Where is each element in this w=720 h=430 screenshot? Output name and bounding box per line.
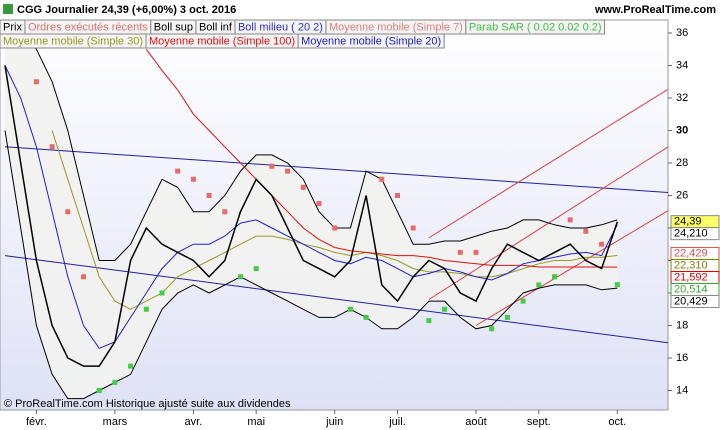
- sar-dot: [332, 225, 338, 231]
- sar-dot: [442, 306, 448, 312]
- x-tick-label: août: [465, 416, 486, 428]
- y-tick-label: 28: [676, 157, 688, 169]
- band-fill: [5, 33, 618, 399]
- sar-dot: [96, 388, 102, 393]
- sar-dot: [583, 228, 589, 234]
- sar-dot: [363, 314, 369, 320]
- legend-label: Boll sup: [154, 21, 193, 33]
- price-tag-label: 22,429: [674, 247, 708, 259]
- sar-dot: [112, 379, 118, 385]
- legend-label: Boll inf: [199, 21, 233, 33]
- price-tag-label: 22,310: [674, 259, 708, 271]
- sar-dot: [426, 318, 432, 324]
- x-tick-label: mai: [247, 416, 265, 428]
- sar-dot: [552, 274, 557, 280]
- sar-dot: [379, 176, 385, 182]
- sar-dot: [128, 363, 134, 369]
- sar-dot: [175, 168, 181, 174]
- price-tag-label: 24,39: [674, 216, 702, 228]
- chart-title: CGG Journalier 24,39 (+6,00%) 3 oct. 201…: [17, 4, 236, 16]
- sar-dot: [143, 306, 149, 312]
- sar-dot: [65, 209, 71, 215]
- sar-dot: [222, 209, 228, 215]
- footer: © ProRealTime.com Historique ajusté suit…: [4, 398, 291, 410]
- sar-dot: [410, 225, 416, 231]
- overlay: Prix Ordres exécutés récents Boll sup Boll …: [0, 19, 606, 49]
- y-tick-label: 34: [676, 59, 688, 71]
- sar-dot: [395, 193, 400, 198]
- sar-dot: [300, 184, 306, 190]
- sar-dot: [473, 249, 479, 255]
- legend-label: Prix: [3, 21, 22, 33]
- plot: [2, 30, 668, 400]
- sar-dot: [159, 290, 165, 296]
- series-line: [4, 65, 618, 349]
- sar-dot: [81, 274, 86, 280]
- sar-dot: [520, 298, 526, 304]
- legend-label: Ordres exécutés récents: [28, 21, 148, 33]
- sar-dot: [238, 274, 243, 280]
- series-line: [4, 130, 618, 400]
- price-tag-label: 20,429: [674, 295, 708, 307]
- price-tag: [670, 227, 720, 241]
- legend-box: [465, 19, 606, 35]
- legend-label: Moyenne mobile (Simple 20): [301, 35, 441, 47]
- site: www.ProRealTime.com: [594, 4, 716, 16]
- series-line: [145, 48, 618, 268]
- y-tick-label: 26: [676, 189, 688, 201]
- legend-label: Moyenne mobile (Simple 30): [3, 35, 143, 47]
- x-tick-label: avr.: [185, 416, 203, 428]
- x-tick-label: juin: [325, 416, 343, 428]
- series-line: [5, 32, 618, 261]
- trendline: [4, 146, 668, 193]
- x-tick-label: sept.: [527, 416, 551, 428]
- sar-dot: [599, 241, 605, 247]
- sar-dot: [614, 282, 620, 288]
- y-tick-label: 32: [676, 92, 688, 104]
- sar-dot: [489, 326, 495, 332]
- y-tick-label: 16: [676, 352, 688, 364]
- sar-dot: [536, 282, 542, 288]
- price-tag-label: 20,514: [674, 283, 708, 295]
- sar-dot: [285, 168, 291, 174]
- y-tick-label: 18: [676, 319, 688, 331]
- legend-label: Moyenne mobile (Simple 100): [149, 35, 295, 47]
- sar-dot: [457, 249, 463, 255]
- legend-box: [297, 33, 445, 49]
- x-tick-label: juil.: [388, 416, 406, 428]
- series-line: [4, 65, 619, 367]
- sar-dot: [504, 314, 510, 320]
- icon: [3, 4, 13, 14]
- sar-dot: [347, 306, 353, 312]
- sar-dot: [33, 79, 39, 85]
- legend-label: Parab SAR ( 0.02 0.02 0.2): [469, 21, 602, 33]
- legend-label: Boll milieu ( 20 2): [238, 21, 323, 33]
- x-tick-label: mars: [103, 416, 128, 428]
- sar-dot: [49, 144, 55, 150]
- price-tag-label: 24,210: [674, 228, 708, 240]
- legend-label: Moyenne mobile (Simple 7): [329, 21, 463, 33]
- trendline: [4, 255, 668, 344]
- series-line: [51, 130, 618, 310]
- sar-dot: [253, 266, 259, 272]
- x-tick-label: févr.: [26, 416, 47, 428]
- sar-dot: [567, 217, 573, 223]
- y-tick-label: 36: [676, 27, 688, 39]
- y-tick-label: 14: [676, 384, 688, 396]
- price-tag: [670, 295, 720, 309]
- sar-dot: [316, 201, 322, 207]
- price-tag-label: 21,592: [674, 271, 708, 283]
- sar-dot: [206, 193, 212, 198]
- trendline: [475, 210, 668, 326]
- y-tick-label: 30: [676, 124, 688, 136]
- x-tick-label: oct.: [608, 416, 626, 428]
- trendline: [428, 88, 668, 239]
- sar-dot: [190, 176, 196, 182]
- sar-dot: [269, 163, 275, 169]
